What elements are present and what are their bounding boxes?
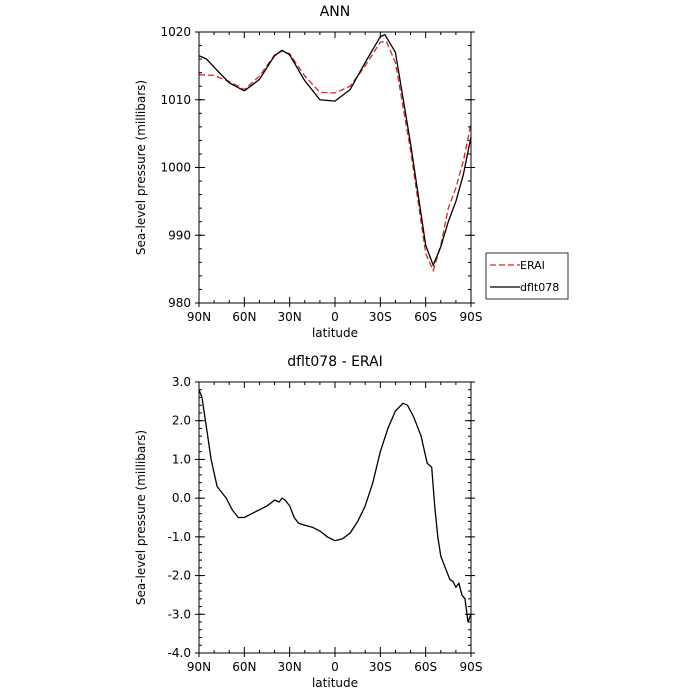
x-tick-label: 90N (187, 310, 211, 324)
x-tick-label: 90S (460, 660, 483, 674)
y-tick-label: -4.0 (168, 646, 191, 660)
chart-title: ANN (320, 4, 351, 20)
series-line-erai (198, 40, 472, 273)
y-tick-label: 2.0 (172, 414, 191, 428)
x-tick-label: 30S (369, 310, 392, 324)
x-axis-label: latitude (312, 676, 358, 690)
x-tick-label: 0 (331, 660, 339, 674)
y-axis-label: Sea-level pressure (millibars) (134, 80, 148, 255)
y-tick-label: 990 (168, 228, 191, 242)
y-tick-label: 1000 (160, 161, 191, 175)
legend-box (485, 252, 569, 300)
series-line-dflt078 (198, 33, 472, 267)
legend-label-dflt078: dflt078 (520, 281, 559, 294)
x-tick-label: 30N (278, 310, 302, 324)
y-tick-label: -2.0 (168, 569, 191, 583)
y-tick-label: -3.0 (168, 607, 191, 621)
x-tick-label: 30S (369, 660, 392, 674)
y-axis-label: Sea-level pressure (millibars) (134, 430, 148, 605)
x-tick-label: 60N (232, 660, 256, 674)
x-tick-label: 60S (414, 660, 437, 674)
y-tick-label: -1.0 (168, 530, 191, 544)
x-tick-label: 60S (414, 310, 437, 324)
panel-sea-level-pressure: ANN 90N 60N 30N 0 30S 60S 90S 980 990 1000 1010 1020… (134, 4, 569, 340)
x-tick-label: 60N (232, 310, 256, 324)
y-tick-label: 0.0 (172, 491, 191, 505)
x-tick-label: 30N (278, 660, 302, 674)
series-line-difference (198, 389, 472, 623)
y-tick-label: 980 (168, 296, 191, 310)
x-tick-label: 90S (460, 310, 483, 324)
y-tick-label: 1010 (160, 93, 191, 107)
y-tick-label: 1020 (160, 25, 191, 39)
x-tick-label: 90N (187, 660, 211, 674)
x-axis-label: latitude (312, 326, 358, 340)
panel-pressure-difference: dflt078 - ERAI 90N 60N 30N 0 30S 60S 90S -4.0 -3.… (134, 354, 482, 690)
legend-label-erai: ERAI (520, 259, 545, 272)
y-tick-label: 1.0 (172, 452, 191, 466)
chart-title: dflt078 - ERAI (287, 354, 383, 370)
x-tick-label: 0 (331, 310, 339, 324)
y-tick-label: 3.0 (172, 375, 191, 389)
